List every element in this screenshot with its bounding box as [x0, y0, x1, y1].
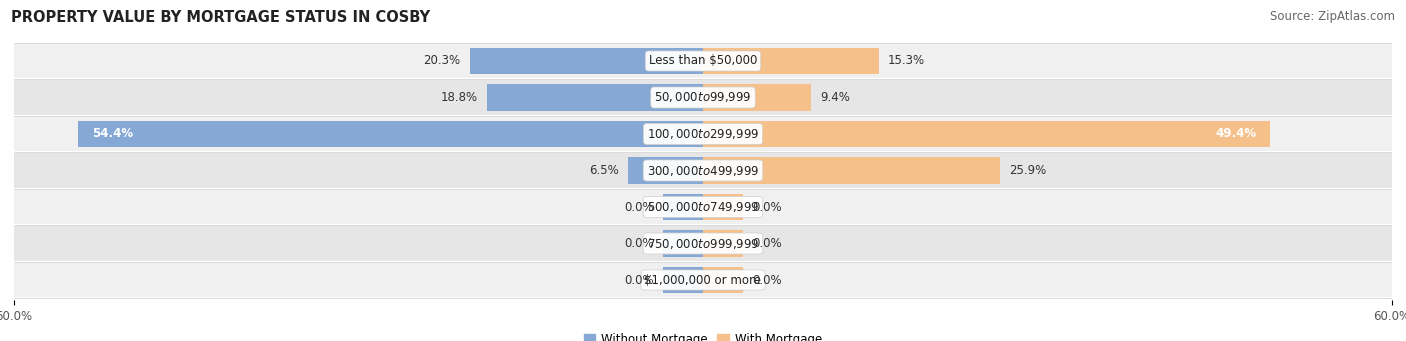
Legend: Without Mortgage, With Mortgage: Without Mortgage, With Mortgage [579, 329, 827, 341]
Bar [662, 194, 703, 220]
Bar [14, 44, 1392, 78]
Bar [703, 48, 879, 74]
Text: $100,000 to $299,999: $100,000 to $299,999 [647, 127, 759, 141]
Bar [703, 231, 744, 257]
Text: 0.0%: 0.0% [624, 273, 654, 286]
Text: 0.0%: 0.0% [624, 237, 654, 250]
Bar [470, 48, 703, 74]
Bar [79, 121, 703, 147]
Text: $50,000 to $99,999: $50,000 to $99,999 [654, 90, 752, 104]
Text: 0.0%: 0.0% [624, 201, 654, 213]
Text: 0.0%: 0.0% [752, 273, 782, 286]
Text: Less than $50,000: Less than $50,000 [648, 55, 758, 68]
Bar [703, 194, 744, 220]
Bar [703, 157, 1001, 184]
Bar [703, 121, 1270, 147]
Bar [486, 84, 703, 110]
Text: 0.0%: 0.0% [752, 237, 782, 250]
Text: 20.3%: 20.3% [423, 55, 461, 68]
Bar [14, 190, 1392, 224]
Bar [14, 263, 1392, 297]
Text: PROPERTY VALUE BY MORTGAGE STATUS IN COSBY: PROPERTY VALUE BY MORTGAGE STATUS IN COS… [11, 10, 430, 25]
Bar [14, 80, 1392, 115]
Text: Source: ZipAtlas.com: Source: ZipAtlas.com [1270, 10, 1395, 23]
Bar [662, 267, 703, 293]
Text: 18.8%: 18.8% [441, 91, 478, 104]
Text: 49.4%: 49.4% [1215, 128, 1257, 140]
Text: 9.4%: 9.4% [820, 91, 851, 104]
Text: 15.3%: 15.3% [887, 55, 925, 68]
Text: $1,000,000 or more: $1,000,000 or more [644, 273, 762, 286]
Bar [14, 117, 1392, 151]
Text: 54.4%: 54.4% [93, 128, 134, 140]
Bar [628, 157, 703, 184]
Text: 25.9%: 25.9% [1010, 164, 1047, 177]
Bar [14, 153, 1392, 188]
Bar [703, 267, 744, 293]
Text: $750,000 to $999,999: $750,000 to $999,999 [647, 237, 759, 251]
Bar [662, 231, 703, 257]
Bar [703, 84, 811, 110]
Text: $300,000 to $499,999: $300,000 to $499,999 [647, 163, 759, 178]
Bar [14, 226, 1392, 261]
Text: $500,000 to $749,999: $500,000 to $749,999 [647, 200, 759, 214]
Text: 0.0%: 0.0% [752, 201, 782, 213]
Text: 6.5%: 6.5% [589, 164, 619, 177]
